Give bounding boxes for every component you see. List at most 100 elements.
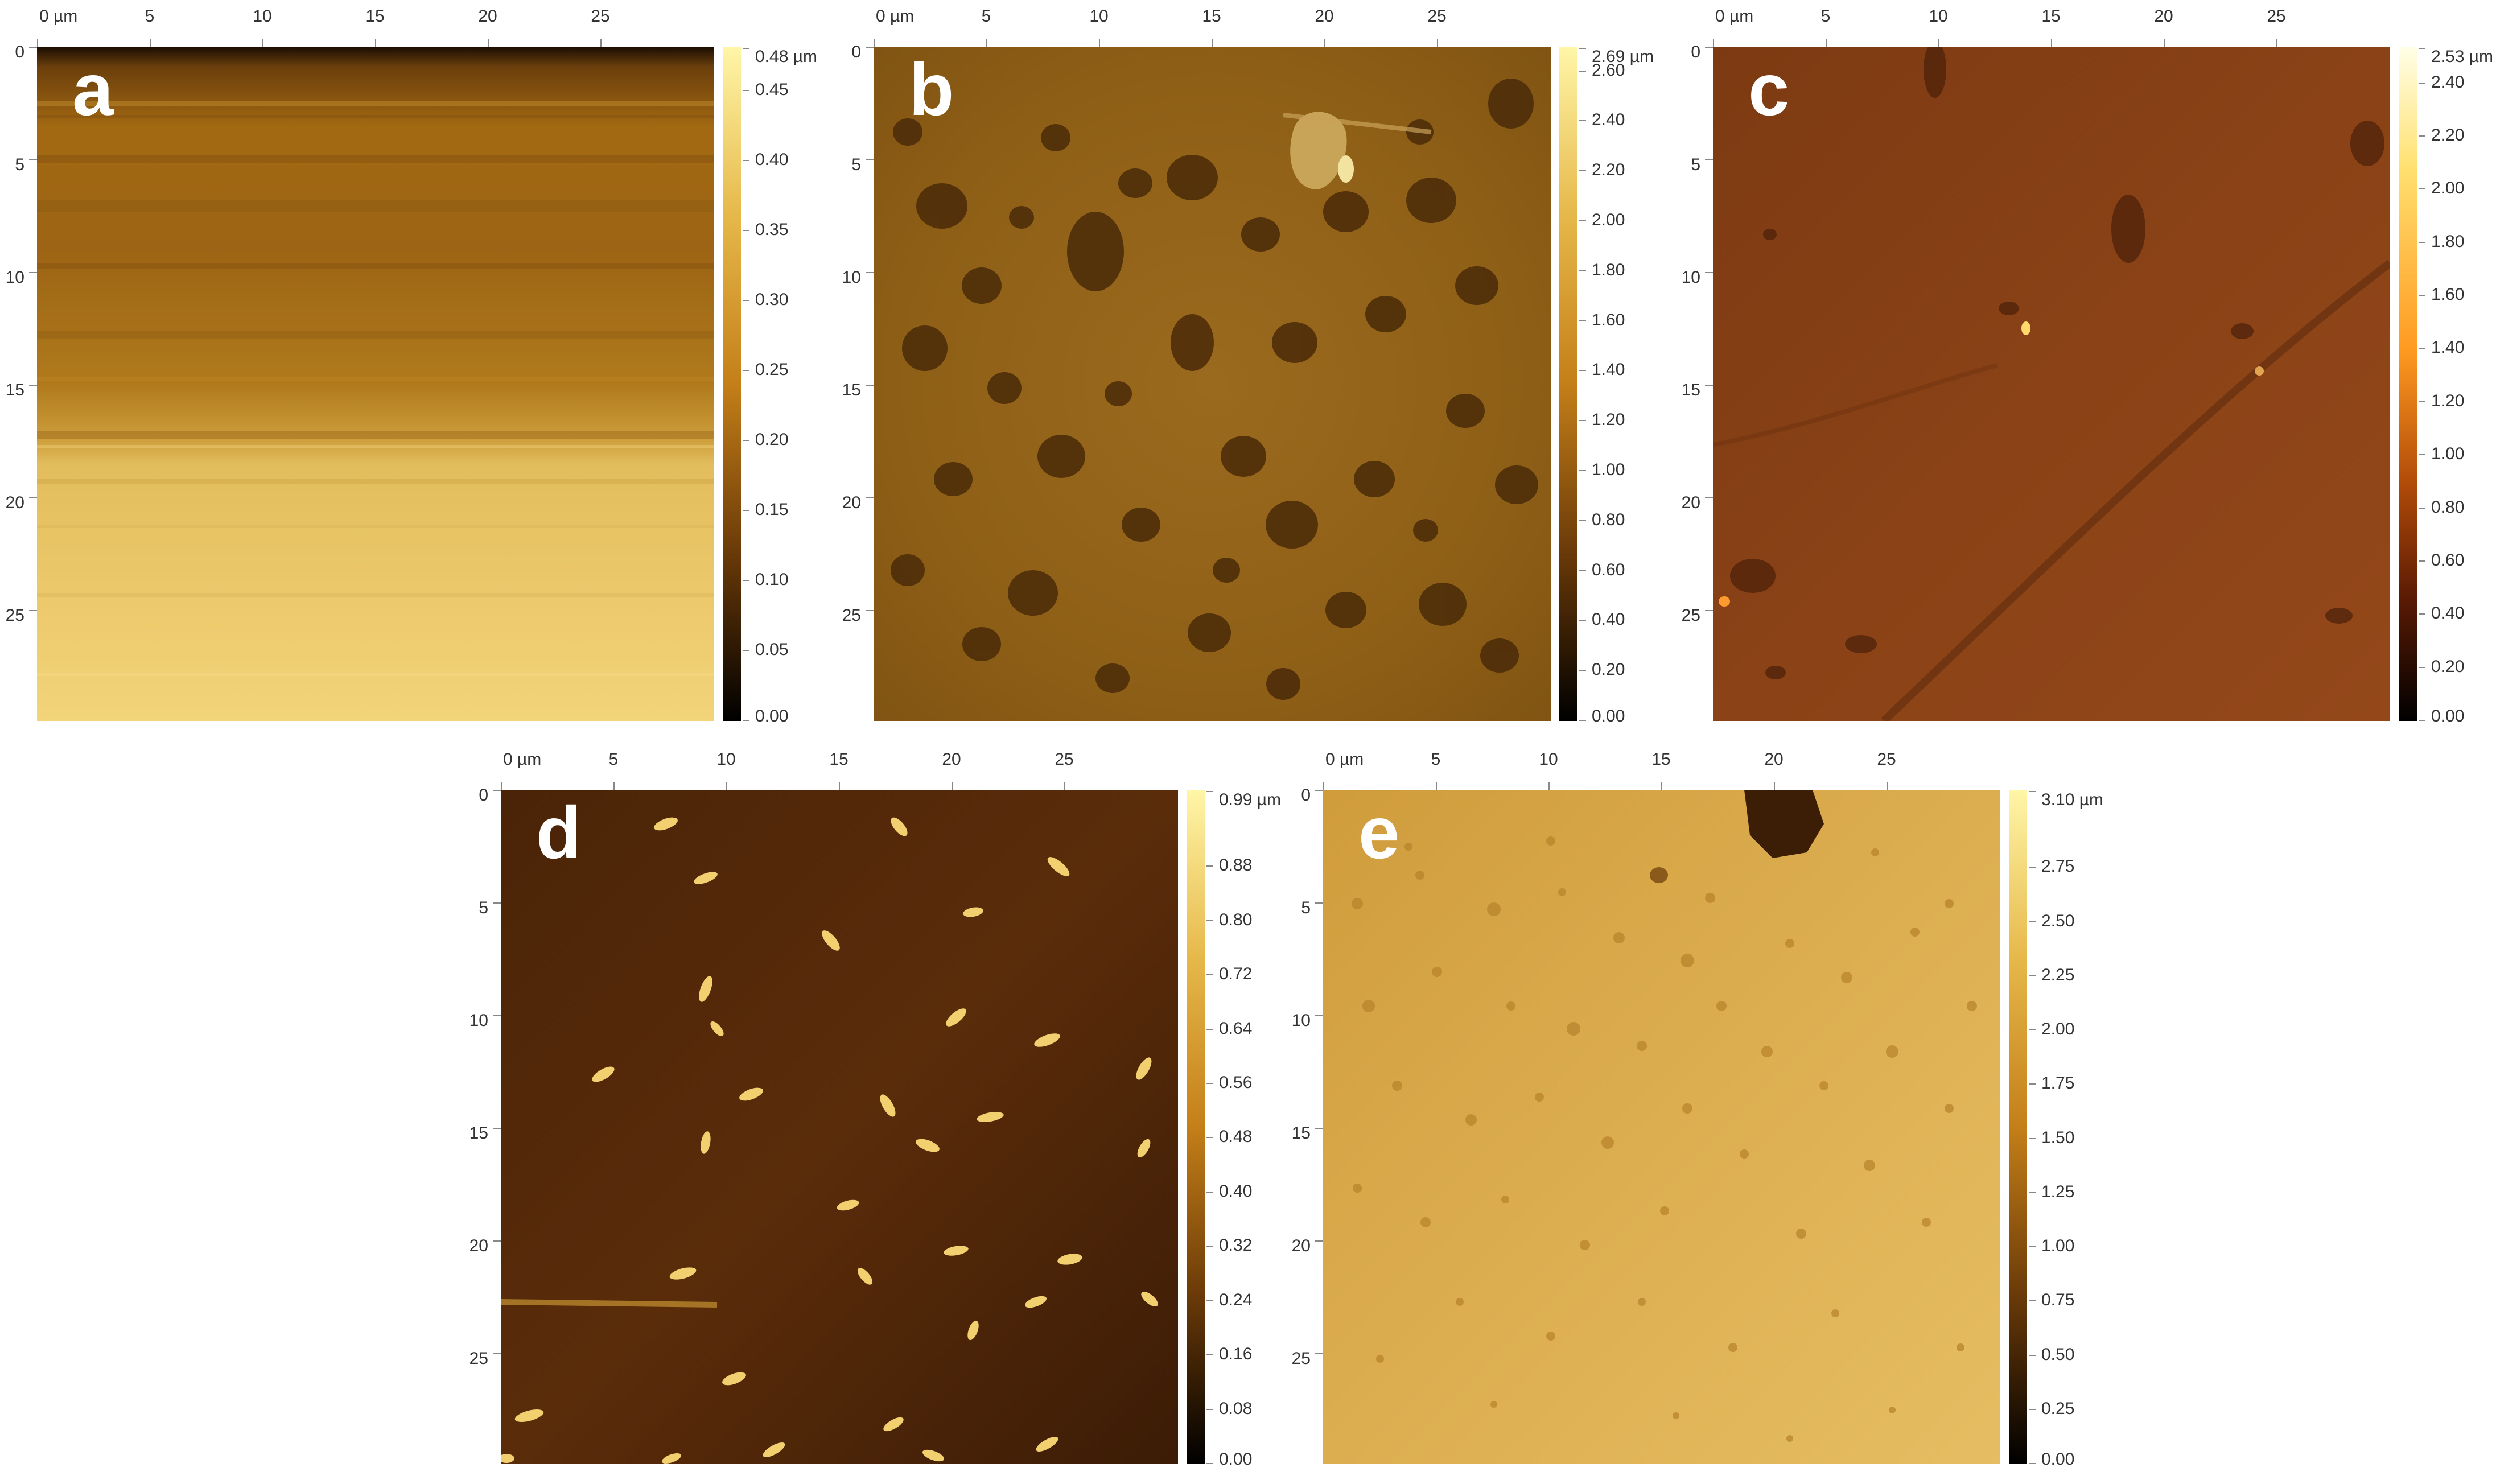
x-tick-label: 20 [478, 7, 497, 26]
y-tick-mark [866, 610, 874, 611]
colorbar-ticks: 2.69 µm 2.60 2.40 2.20 2.00 1.80 1.60 1.40 1.20 1… [1579, 47, 1676, 725]
colorbar-tick-mark [2029, 867, 2036, 868]
colorbar-tick-label: 0.20 [755, 430, 789, 449]
x-tick-mark [1324, 39, 1325, 47]
y-axis: 0 5 10 15 20 25 [0, 43, 37, 721]
colorbar [2009, 790, 2027, 1464]
x-tick-mark [488, 39, 489, 47]
colorbar-tick-label: 2.40 [2431, 73, 2465, 92]
x-axis: 0 µm 5 10 15 20 25 [501, 750, 1178, 790]
colorbar-tick-label: 0.35 [755, 220, 789, 239]
panel-letter: d [536, 791, 582, 874]
y-tick-label: 25 [469, 1349, 488, 1368]
colorbar-tick-mark [2029, 1463, 2036, 1464]
x-tick-mark [1323, 782, 1324, 790]
colorbar [2399, 47, 2417, 721]
colorbar-tick-label: 0.40 [1592, 610, 1625, 629]
colorbar-tick-label: 2.75 [2041, 857, 2075, 876]
colorbar-tick-mark [2419, 560, 2425, 562]
y-tick-label: 0 [1301, 786, 1311, 805]
y-tick-mark [493, 1353, 501, 1354]
x-tick-mark [1826, 39, 1827, 47]
x-tick-mark [1099, 39, 1100, 47]
colorbar-tick-mark [743, 510, 749, 511]
y-tick-label: 5 [1691, 155, 1700, 175]
y-tick-label: 0 [479, 786, 488, 805]
y-tick-mark [1315, 1353, 1323, 1354]
colorbar-tick-label: 0.05 [755, 640, 789, 659]
x-tick-mark [2276, 39, 2277, 47]
x-tick-label: 25 [2267, 7, 2286, 26]
colorbar-tick-label: 1.00 [2041, 1236, 2075, 1255]
x-tick-mark [2051, 39, 2052, 47]
colorbar-tick-label: 0.60 [1592, 560, 1625, 579]
colorbar-tick-mark [1206, 1192, 1213, 1193]
x-axis: 0 µm 5 10 15 20 25 [874, 7, 1551, 47]
x-tick-label: 25 [1055, 750, 1074, 769]
colorbar-tick-label: 0.00 [755, 707, 789, 725]
x-tick-label: 10 [253, 7, 272, 26]
colorbar-tick-label: 0.20 [2431, 657, 2465, 676]
colorbar-tick-label: 1.20 [1592, 410, 1625, 429]
colorbar-tick-mark [1579, 670, 1586, 671]
y-tick-label: 25 [1291, 1349, 1311, 1368]
afm-height-map-c: c [1713, 47, 2390, 721]
colorbar-tick-mark [1579, 520, 1586, 521]
colorbar-tick-label: 0.00 [1219, 1450, 1253, 1469]
x-tick-label: 15 [2041, 7, 2061, 26]
colorbar-tick-mark [2029, 921, 2036, 922]
colorbar-tick-label: 1.60 [2431, 285, 2465, 304]
colorbar-tick-mark [2419, 188, 2425, 189]
y-tick-label: 20 [1291, 1236, 1311, 1256]
x-tick-mark [37, 39, 38, 47]
y-tick-mark [493, 1240, 501, 1242]
colorbar-tick-label: 1.20 [2431, 391, 2465, 410]
y-tick-mark [493, 790, 501, 791]
x-tick-mark [1548, 782, 1550, 790]
colorbar-tick-label: 1.80 [2431, 232, 2465, 251]
colorbar-tick-label: 0.75 [2041, 1291, 2075, 1309]
colorbar-tick-label: 0.16 [1219, 1345, 1253, 1363]
y-tick-label: 0 [15, 43, 24, 62]
y-tick-label: 10 [842, 268, 861, 287]
colorbar-tick-mark [2419, 135, 2425, 137]
colorbar-tick-mark [743, 90, 749, 91]
x-tick-label: 5 [145, 7, 155, 26]
colorbar-tick-label: 2.20 [1592, 160, 1625, 179]
panel-letter: c [1748, 48, 1790, 131]
colorbar-tick-mark [1579, 720, 1586, 721]
x-tick-mark [986, 39, 987, 47]
colorbar-tick-label: 2.00 [1592, 211, 1625, 229]
y-tick-mark [493, 1128, 501, 1129]
afm-height-map-a: a [37, 47, 714, 721]
afm-height-map-e: e [1323, 790, 2000, 1464]
y-tick-label: 15 [1681, 381, 1700, 400]
y-tick-mark [29, 497, 37, 498]
x-tick-label: 10 [1089, 7, 1109, 26]
colorbar [1559, 47, 1577, 721]
colorbar-tick-mark [1579, 570, 1586, 571]
colorbar-tick-label: 0.30 [755, 290, 789, 309]
colorbar-tick-mark [1206, 920, 1213, 921]
colorbar-tick-mark [2029, 1409, 2036, 1410]
x-tick-label: 5 [608, 750, 619, 769]
colorbar-tick-label: 0.00 [2041, 1450, 2075, 1469]
x-tick-label: 25 [591, 7, 610, 26]
y-tick-mark [29, 47, 37, 48]
x-tick-mark [150, 39, 151, 47]
colorbar-tick-mark [1206, 1083, 1213, 1084]
y-tick-label: 5 [851, 155, 861, 175]
panel-letter: b [909, 48, 954, 131]
colorbar-tick-label: 0.80 [1219, 910, 1253, 929]
y-tick-mark [1315, 1128, 1323, 1129]
afm-height-map-d: d [501, 790, 1178, 1464]
x-tick-label: 0 µm [1715, 7, 1754, 26]
colorbar-tick-label: 0.32 [1219, 1236, 1253, 1255]
colorbar-tick-label: 1.00 [2431, 444, 2465, 463]
x-tick-mark [1887, 782, 1888, 790]
x-tick-mark [1774, 782, 1775, 790]
y-tick-mark [1315, 1240, 1323, 1242]
colorbar-tick-label: 2.69 µm [1592, 47, 1654, 66]
colorbar-tick-mark [1206, 974, 1213, 975]
x-tick-mark [839, 782, 840, 790]
